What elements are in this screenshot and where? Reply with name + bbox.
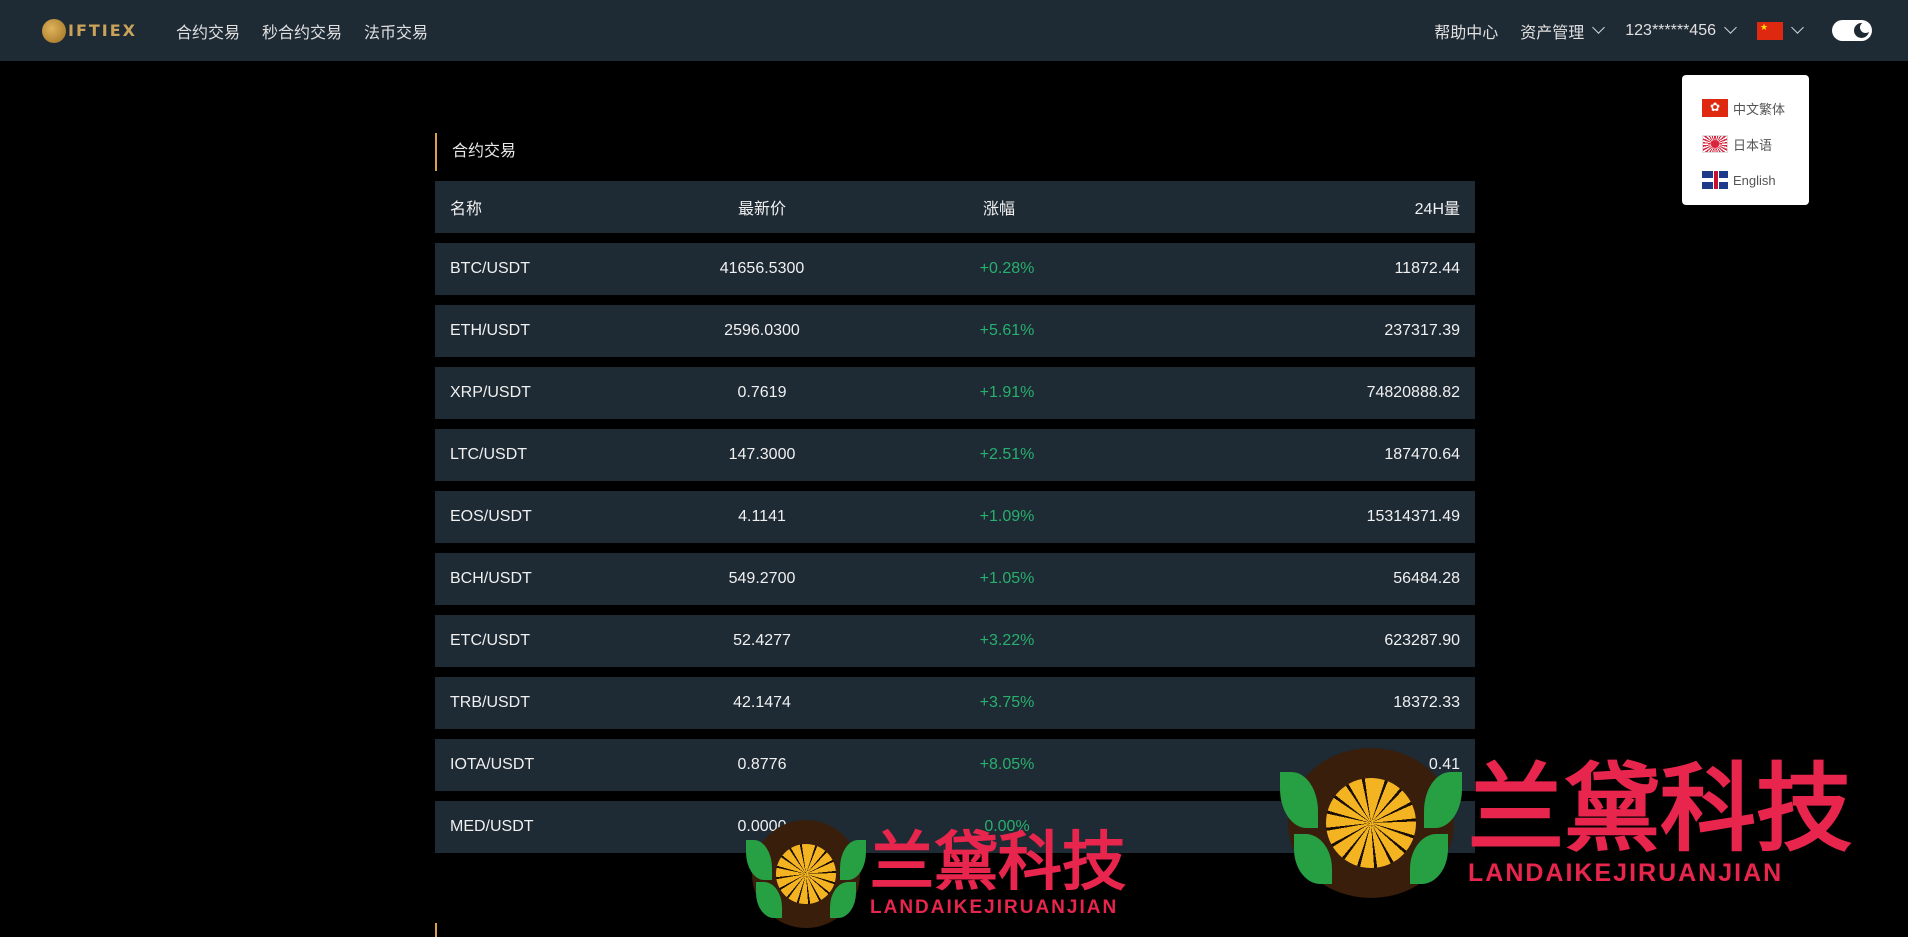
sunflower-emblem-icon [1280, 748, 1462, 898]
lang-item-english[interactable]: English [1702, 162, 1809, 198]
header-change: 涨幅 [982, 201, 1015, 218]
table-row[interactable]: XRP/USDT 0.7619 +1.91% 74820888.82 [435, 367, 1475, 419]
last-price: 2596.0300 [724, 322, 800, 339]
change-percent: +5.61% [979, 322, 1035, 339]
volume-24h: 623287.90 [1384, 632, 1460, 649]
nav-link-fiat-trading[interactable]: 法币交易 [364, 24, 429, 42]
pair-name: MED/USDT [450, 818, 534, 835]
account-label: 123******456 [1625, 21, 1716, 39]
nav-right-group: 帮助中心 资产管理 123******456 [1412, 19, 1872, 43]
moon-icon [1854, 22, 1871, 38]
sunflower-emblem-icon [746, 820, 866, 928]
last-price: 0.7619 [737, 384, 787, 401]
pair-name: BCH/USDT [450, 570, 532, 587]
language-menu: 中文繁体 日本语 English [1682, 75, 1809, 205]
logo-text: IFTIEX [68, 21, 138, 40]
watermark-en-text: LANDAIKEJIRUANJIAN [870, 897, 1119, 918]
last-price: 41656.5300 [719, 260, 805, 277]
china-flag-icon [1757, 21, 1783, 40]
lang-item-traditional-chinese[interactable]: 中文繁体 [1702, 90, 1809, 126]
change-percent: +1.91% [979, 384, 1035, 401]
header-24h-volume: 24H量 [1414, 201, 1460, 218]
table-row[interactable]: LTC/USDT 147.3000 +2.51% 187470.64 [435, 429, 1475, 481]
asset-management-dropdown[interactable]: 资产管理 [1520, 19, 1606, 43]
watermark-large: 兰黛科技 LANDAIKEJIRUANJIAN [1280, 748, 1852, 898]
chevron-down-icon [1724, 21, 1737, 34]
last-price: 42.1474 [733, 694, 791, 711]
pair-name: EOS/USDT [450, 508, 532, 525]
help-center-label: 帮助中心 [1434, 24, 1499, 42]
change-percent: +3.75% [979, 694, 1035, 711]
pair-name: TRB/USDT [450, 694, 530, 711]
logo[interactable]: IFTIEX [42, 18, 138, 43]
asset-management-label: 资产管理 [1520, 24, 1585, 42]
top-navbar: IFTIEX 合约交易 秒合约交易 法币交易 帮助中心 资产管理 123****… [0, 0, 1908, 61]
change-percent: +2.51% [979, 446, 1035, 463]
last-price: 4.1141 [738, 508, 786, 525]
last-price: 147.3000 [728, 446, 796, 463]
watermark-cn-text: 兰黛科技 [1468, 752, 1852, 865]
lang-item-label: English [1733, 172, 1776, 188]
market-table: 名称 最新价 涨幅 24H量 BTC/USDT 41656.5300 +0.28% 1… [435, 181, 1475, 863]
watermark-en-text: LANDAIKEJIRUANJIAN [1468, 858, 1784, 887]
hong-kong-flag-icon [1702, 99, 1728, 117]
change-percent: +0.28% [979, 260, 1035, 277]
volume-24h: 56484.28 [1393, 570, 1460, 587]
lang-item-japanese[interactable]: 日本语 [1702, 126, 1809, 162]
lang-item-label: 日本语 [1733, 137, 1773, 153]
volume-24h: 15314371.49 [1366, 508, 1460, 525]
pair-name: IOTA/USDT [450, 756, 535, 773]
section-title: 合约交易 [435, 133, 516, 171]
pair-name: XRP/USDT [450, 384, 531, 401]
last-price: 549.2700 [728, 570, 796, 587]
change-percent: 0.00% [984, 818, 1030, 835]
table-row[interactable]: BCH/USDT 549.2700 +1.05% 56484.28 [435, 553, 1475, 605]
pair-name: ETH/USDT [450, 322, 530, 339]
table-row[interactable]: BTC/USDT 41656.5300 +0.28% 11872.44 [435, 243, 1475, 295]
language-dropdown[interactable] [1757, 21, 1804, 40]
watermark-small: 兰黛科技 LANDAIKEJIRUANJIAN [746, 820, 1126, 928]
volume-24h: 187470.64 [1384, 446, 1460, 463]
nav-link-contract-trading[interactable]: 合约交易 [176, 24, 241, 42]
japan-flag-icon [1702, 135, 1728, 153]
change-percent: +8.05% [979, 756, 1035, 773]
volume-24h: 237317.39 [1384, 322, 1460, 339]
pair-name: ETC/USDT [450, 632, 530, 649]
change-percent: +1.09% [979, 508, 1035, 525]
change-percent: +1.05% [979, 570, 1035, 587]
table-row[interactable]: ETH/USDT 2596.0300 +5.61% 237317.39 [435, 305, 1475, 357]
table-row[interactable]: EOS/USDT 4.1141 +1.09% 15314371.49 [435, 491, 1475, 543]
uk-flag-icon [1702, 171, 1728, 189]
volume-24h: 18372.33 [1393, 694, 1460, 711]
last-price: 0.8776 [737, 756, 787, 773]
help-center-link[interactable]: 帮助中心 [1434, 19, 1498, 43]
header-last-price: 最新价 [737, 201, 786, 218]
volume-24h: 74820888.82 [1366, 384, 1460, 401]
watermark-cn-text: 兰黛科技 [870, 826, 1126, 900]
header-name: 名称 [450, 201, 483, 218]
account-dropdown[interactable]: 123******456 [1625, 21, 1737, 40]
table-row[interactable]: TRB/USDT 42.1474 +3.75% 18372.33 [435, 677, 1475, 729]
next-section-marker [435, 923, 437, 937]
table-row[interactable]: ETC/USDT 52.4277 +3.22% 623287.90 [435, 615, 1475, 667]
pair-name: LTC/USDT [450, 446, 528, 463]
last-price: 52.4277 [733, 632, 791, 649]
logo-mark-icon [42, 18, 66, 43]
chevron-down-icon [1791, 21, 1804, 34]
change-percent: +3.22% [979, 632, 1035, 649]
volume-24h: 11872.44 [1394, 260, 1460, 277]
nav-link-second-contract[interactable]: 秒合约交易 [262, 24, 343, 42]
pair-name: BTC/USDT [450, 260, 530, 277]
table-header: 名称 最新价 涨幅 24H量 [435, 181, 1475, 233]
theme-toggle[interactable] [1832, 20, 1872, 41]
chevron-down-icon [1592, 21, 1606, 34]
lang-item-label: 中文繁体 [1733, 101, 1786, 117]
